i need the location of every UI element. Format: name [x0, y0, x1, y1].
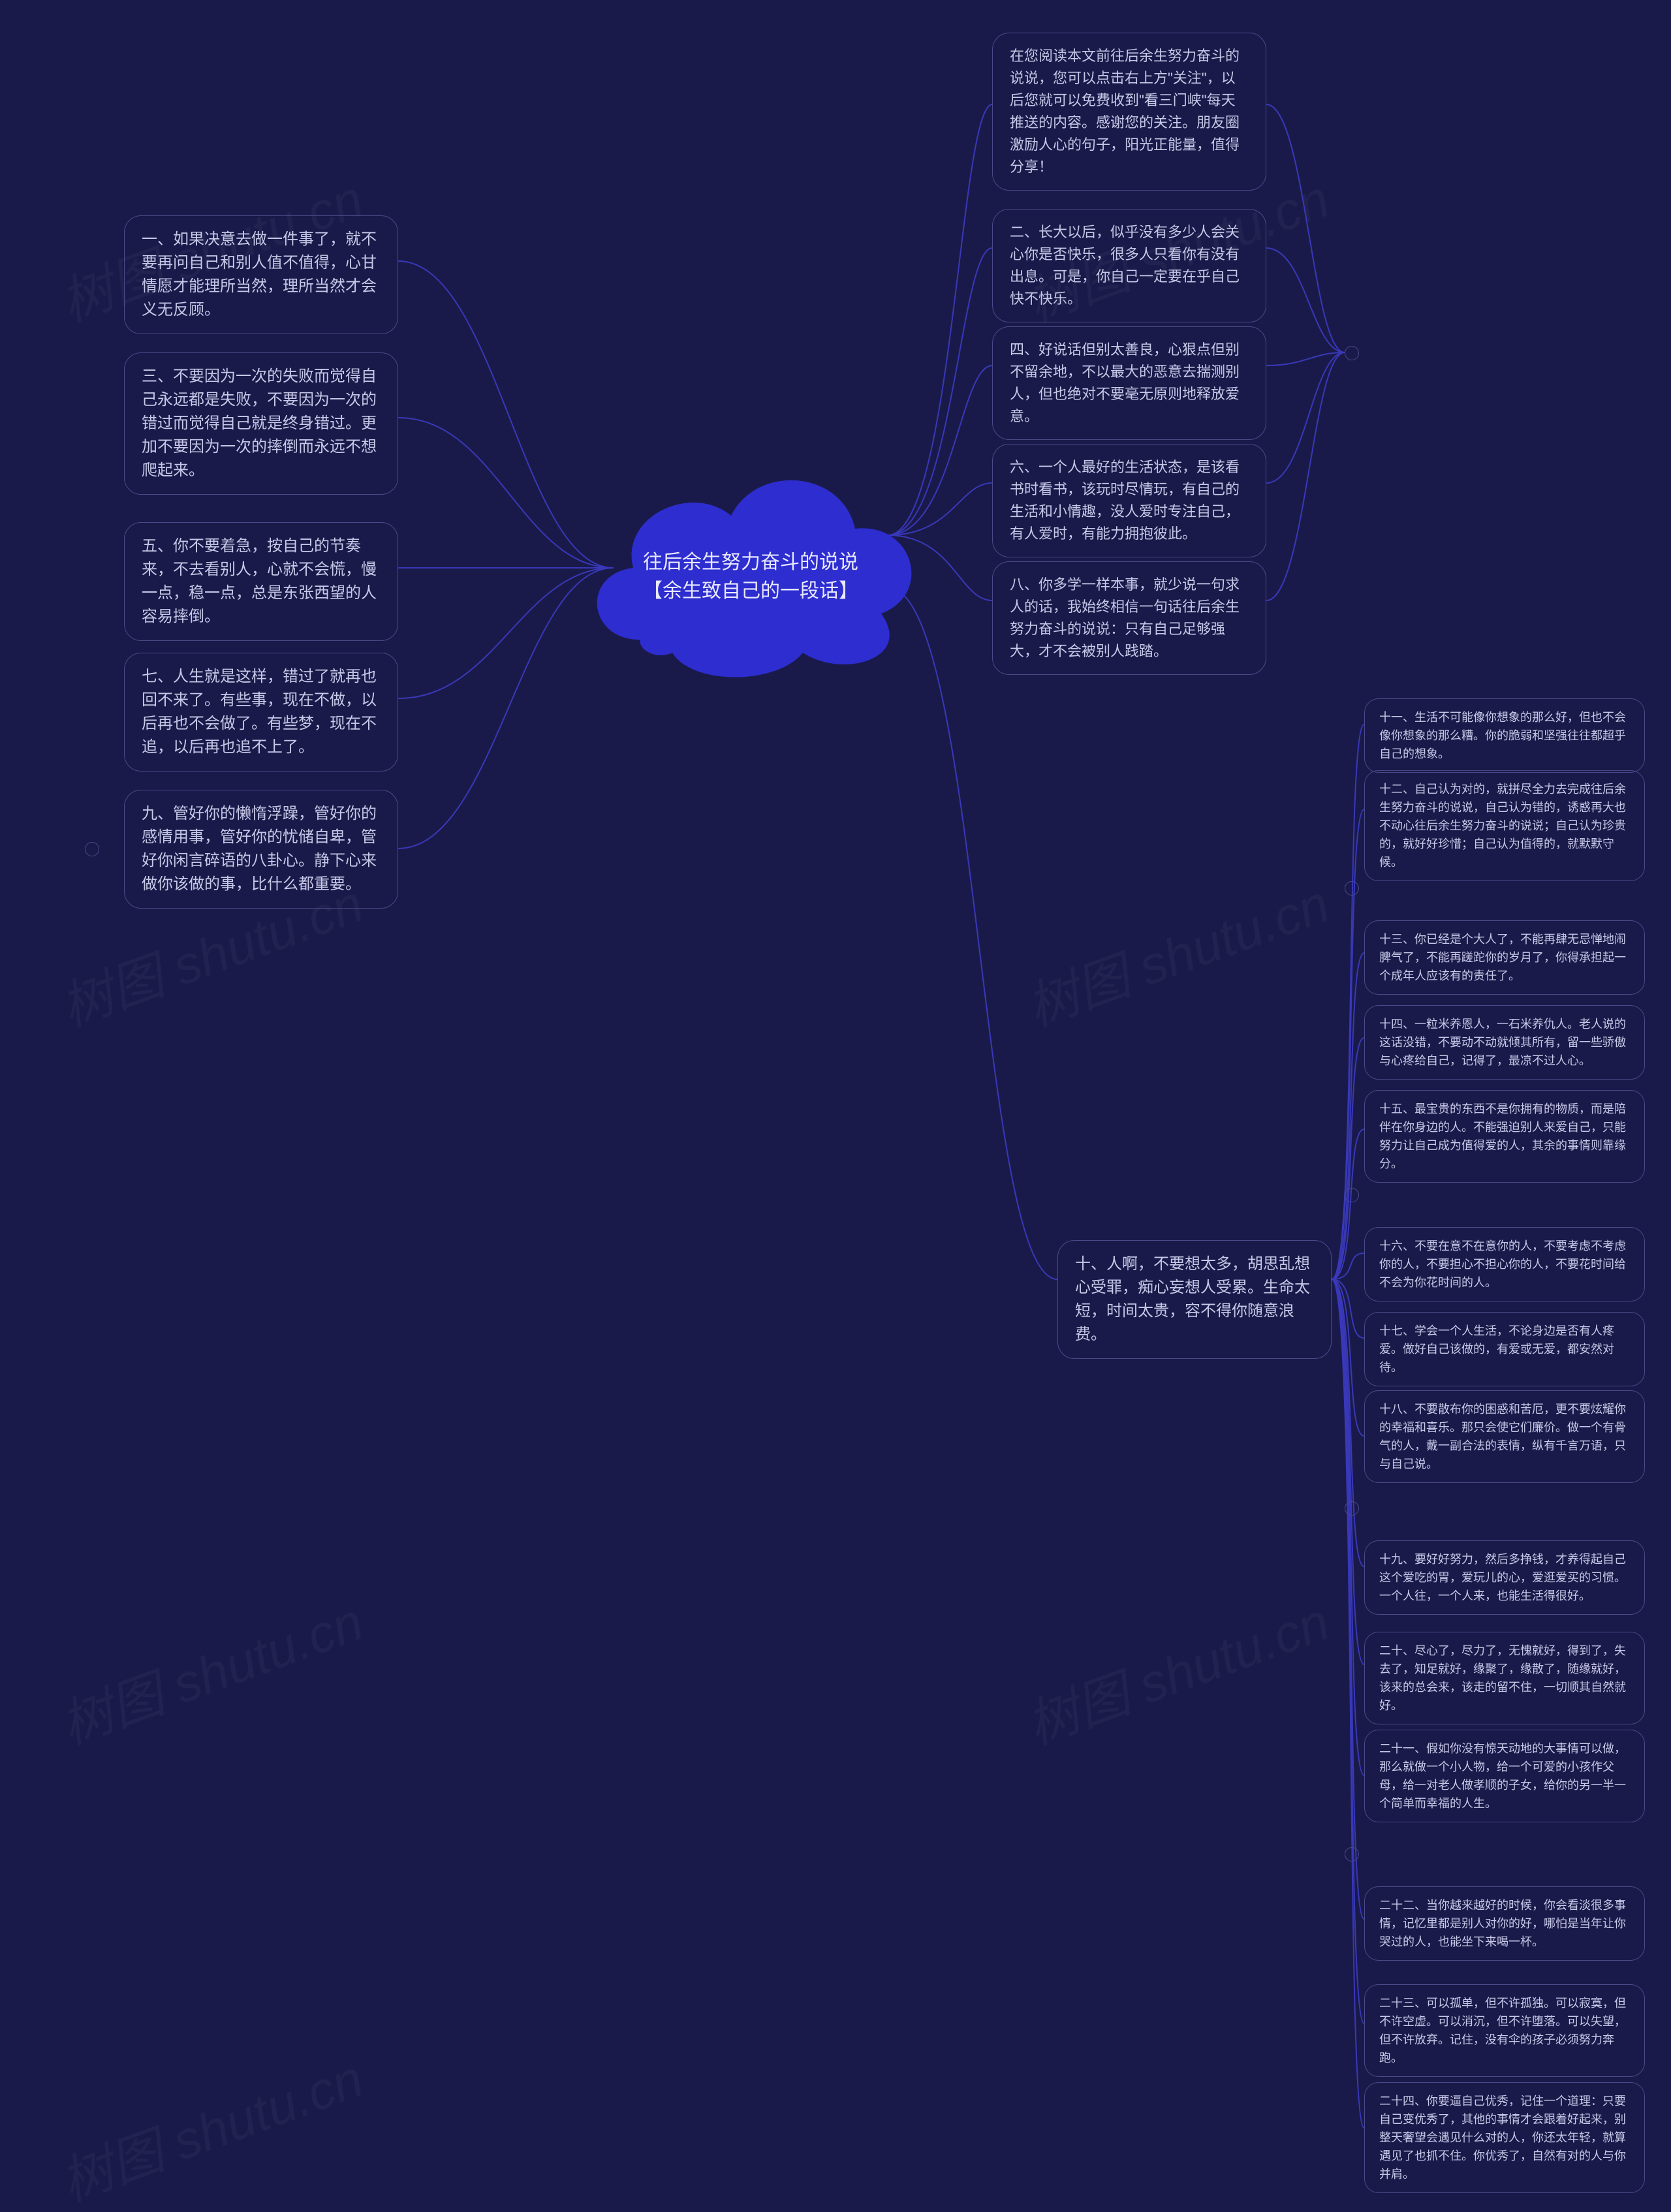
node-17[interactable]: 十七、学会一个人生活，不论身边是否有人疼爱。做好自己该做的，有爱或无爱，都安然对…: [1364, 1312, 1645, 1386]
node-2[interactable]: 二、长大以后，似乎没有多少人会关心你是否快乐，很多人只看你有没有出息。可是，你自…: [992, 209, 1266, 322]
center-line1: 往后余生努力奋斗的说说: [561, 548, 940, 577]
watermark: 树图 shutu.cn: [49, 2037, 372, 2212]
center-cloud: 往后余生努力奋斗的说说 【余生致自己的一段话】: [561, 444, 940, 692]
group-dot: [1345, 1501, 1359, 1516]
node-13[interactable]: 十三、你已经是个大人了，不能再肆无忌惮地闹脾气了，不能再蹉跎你的岁月了，你得承担…: [1364, 920, 1645, 995]
node-11[interactable]: 十一、生活不可能像你想象的那么好，但也不会像你想象的那么糟。你的脆弱和坚强往往都…: [1364, 698, 1645, 773]
mindmap-canvas: 树图 shutu.cn 树图 shutu.cn 树图 shutu.cn 树图 s…: [0, 0, 1671, 2212]
node-19[interactable]: 十九、要好好努力，然后多挣钱，才养得起自己这个爱吃的胃，爱玩儿的心，爱逛爱买的习…: [1364, 1540, 1645, 1615]
node-24[interactable]: 二十四、你要逼自己优秀，记住一个道理：只要自己变优秀了，其他的事情才会跟着好起来…: [1364, 2082, 1645, 2193]
group-dot: [1345, 1847, 1359, 1862]
group-dot: [1345, 1188, 1359, 1202]
node-intro[interactable]: 在您阅读本文前往后余生努力奋斗的说说，您可以点击右上方"关注"，以后您就可以免费…: [992, 33, 1266, 191]
watermark: 树图 shutu.cn: [1015, 1580, 1338, 1760]
node-6[interactable]: 六、一个人最好的生活状态，是该看书时看书，该玩时尽情玩，有自己的生活和小情趣，没…: [992, 444, 1266, 557]
node-10[interactable]: 十、人啊，不要想太多，胡思乱想心受罪，痴心妄想人受累。生命太短，时间太贵，容不得…: [1057, 1240, 1332, 1359]
node-18[interactable]: 十八、不要散布你的困惑和苦厄，更不要炫耀你的幸福和喜乐。那只会使它们廉价。做一个…: [1364, 1390, 1645, 1483]
group-dot: [1345, 881, 1359, 896]
node-9[interactable]: 九、管好你的懒惰浮躁，管好你的感情用事，管好你的忧储自卑，管好你闲言碎语的八卦心…: [124, 790, 398, 909]
node-4[interactable]: 四、好说话但别太善良，心狠点但别不留余地，不以最大的恶意去揣测别人，但也绝对不要…: [992, 326, 1266, 440]
node-22[interactable]: 二十二、当你越来越好的时候，你会看淡很多事情，记忆里都是别人对你的好，哪怕是当年…: [1364, 1886, 1645, 1961]
watermark: 树图 shutu.cn: [49, 1580, 372, 1760]
node-7[interactable]: 七、人生就是这样，错过了就再也回不来了。有些事，现在不做，以后再也不会做了。有些…: [124, 653, 398, 771]
end-dot: [1345, 346, 1359, 360]
node-21[interactable]: 二十一、假如你没有惊天动地的大事情可以做，那么就做一个小人物，给一个可爱的小孩作…: [1364, 1730, 1645, 1822]
node-8[interactable]: 八、你多学一样本事，就少说一句求人的话，我始终相信一句话往后余生努力奋斗的说说：…: [992, 561, 1266, 675]
node-14[interactable]: 十四、一粒米养恩人，一石米养仇人。老人说的这话没错，不要动不动就倾其所有，留一些…: [1364, 1005, 1645, 1080]
node-3[interactable]: 三、不要因为一次的失败而觉得自己永远都是失败，不要因为一次的错过而觉得自己就是终…: [124, 352, 398, 495]
node-23[interactable]: 二十三、可以孤单，但不许孤独。可以寂寞，但不许空虚。可以消沉，但不许堕落。可以失…: [1364, 1984, 1645, 2077]
node-20[interactable]: 二十、尽心了，尽力了，无愧就好，得到了，失去了，知足就好，缘聚了，缘散了，随缘就…: [1364, 1632, 1645, 1724]
node-15[interactable]: 十五、最宝贵的东西不是你拥有的物质，而是陪伴在你身边的人。不能强迫别人来爱自己，…: [1364, 1090, 1645, 1183]
center-line2: 【余生致自己的一段话】: [561, 577, 940, 606]
end-dot: [85, 842, 99, 856]
node-12[interactable]: 十二、自己认为对的，就拼尽全力去完成往后余生努力奋斗的说说，自己认为错的，诱惑再…: [1364, 770, 1645, 881]
node-1[interactable]: 一、如果决意去做一件事了，就不要再问自己和别人值不值得，心甘情愿才能理所当然，理…: [124, 215, 398, 334]
node-5[interactable]: 五、你不要着急，按自己的节奏来，不去看别人，心就不会慌，慢一点，稳一点，总是东张…: [124, 522, 398, 641]
center-title: 往后余生努力奋斗的说说 【余生致自己的一段话】: [561, 548, 940, 606]
node-16[interactable]: 十六、不要在意不在意你的人，不要考虑不考虑你的人，不要担心不担心你的人，不要花时…: [1364, 1227, 1645, 1301]
watermark: 树图 shutu.cn: [1015, 862, 1338, 1042]
